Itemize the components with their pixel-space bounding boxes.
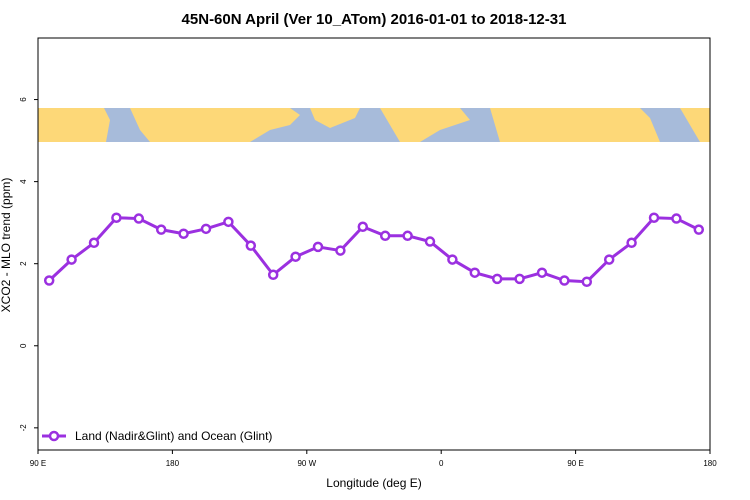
plot-frame	[37, 37, 711, 451]
y-tick-label: 2	[19, 261, 28, 266]
x-tick-label: 90 W	[297, 459, 316, 468]
data-point	[335, 245, 346, 256]
y-tick-label: 4	[19, 179, 28, 184]
y-tick-label: 0	[19, 343, 28, 348]
data-point	[603, 254, 615, 265]
x-axis-label: Longitude (deg E)	[326, 476, 421, 490]
series-line	[48, 216, 700, 284]
map-band	[38, 108, 710, 142]
data-point	[290, 251, 301, 262]
x-tick-label: 0	[439, 459, 444, 468]
x-tick-label: 180	[703, 459, 717, 468]
data-point	[66, 254, 77, 265]
data-point	[559, 275, 570, 286]
legend-marker	[48, 430, 60, 442]
data-point	[267, 269, 279, 281]
data-point	[693, 224, 705, 235]
data-point	[648, 212, 660, 223]
data-point	[514, 273, 525, 285]
data-point	[245, 240, 257, 251]
y-axis-label: XCO2 - MLO trend (ppm)	[0, 178, 13, 313]
x-tick-label: 90 E	[567, 459, 583, 468]
data-point	[312, 241, 324, 253]
data-point	[379, 230, 391, 242]
data-point	[223, 216, 234, 228]
data-point	[424, 236, 436, 247]
data-point	[88, 237, 100, 249]
y-tick-label: 6	[19, 97, 28, 102]
chart-title: 45N-60N April (Ver 10_ATom) 2016-01-01 t…	[182, 11, 567, 28]
data-point	[469, 267, 481, 278]
data-point	[671, 213, 682, 224]
data-point	[581, 276, 593, 288]
data-point	[536, 267, 548, 278]
data-point	[447, 254, 458, 265]
y-tick-label: -2	[19, 424, 28, 432]
data-point	[491, 273, 503, 285]
data-point	[133, 213, 145, 224]
data-point	[43, 275, 55, 286]
data-point	[626, 237, 637, 249]
legend-label: Land (Nadir&Glint) and Ocean (Glint)	[75, 429, 272, 443]
data-point	[402, 230, 413, 242]
data-point	[155, 224, 167, 235]
data-point	[178, 228, 189, 239]
x-tick-label: 90 E	[30, 459, 46, 468]
data-point	[111, 212, 122, 223]
data-point	[357, 221, 369, 233]
x-tick-label: 180	[166, 459, 180, 468]
data-point	[200, 223, 212, 235]
